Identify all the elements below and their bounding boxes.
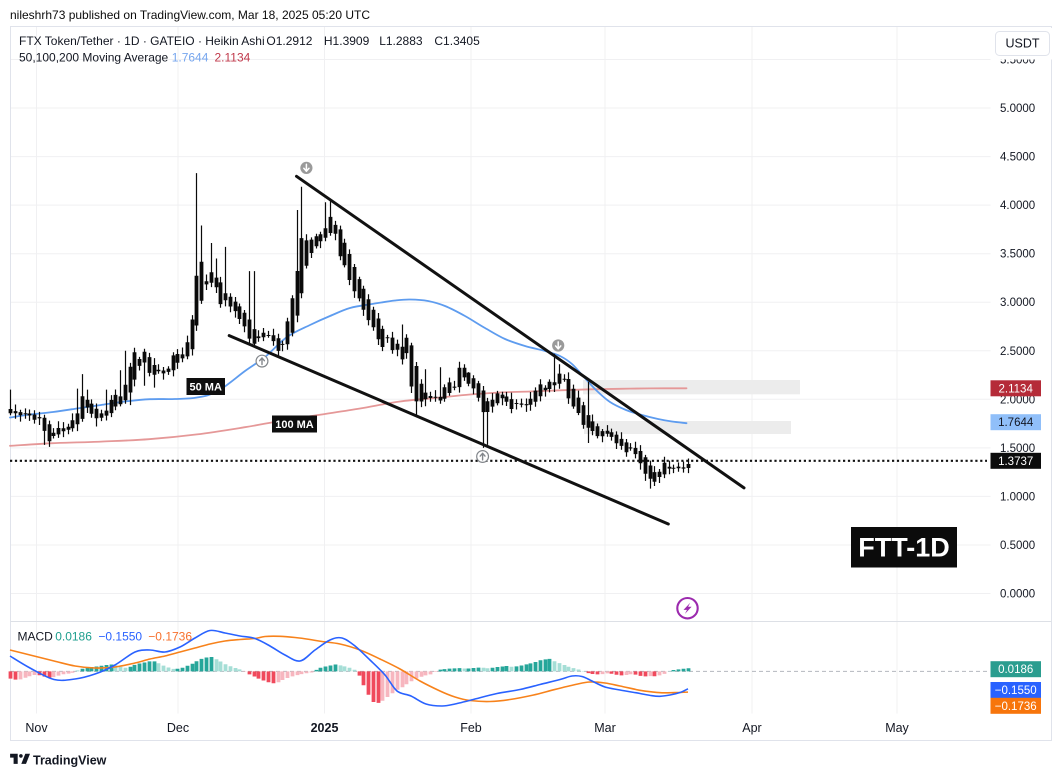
svg-text:3.0000: 3.0000 bbox=[1000, 297, 1035, 309]
svg-text:O1.2912: O1.2912 bbox=[266, 34, 312, 48]
svg-text:C1.3405: C1.3405 bbox=[434, 34, 480, 48]
svg-text:1.3737: 1.3737 bbox=[998, 456, 1033, 468]
svg-text:−0.1550: −0.1550 bbox=[98, 630, 142, 644]
svg-text:2.0000: 2.0000 bbox=[1000, 394, 1035, 406]
svg-text:50,100,200 Moving Average: 50,100,200 Moving Average bbox=[19, 51, 169, 65]
svg-text:2025: 2025 bbox=[311, 721, 339, 735]
svg-text:1.7644: 1.7644 bbox=[998, 417, 1034, 429]
svg-text:L1.2883: L1.2883 bbox=[379, 34, 423, 48]
svg-text:0.0000: 0.0000 bbox=[1000, 589, 1035, 601]
svg-text:5.0000: 5.0000 bbox=[1000, 103, 1035, 115]
svg-text:−0.1550: −0.1550 bbox=[995, 685, 1037, 697]
svg-text:H1.3909: H1.3909 bbox=[324, 34, 370, 48]
svg-text:FTX Token/Tether · 1D · GATEIO: FTX Token/Tether · 1D · GATEIO · Heikin … bbox=[19, 34, 265, 48]
svg-text:0.0186: 0.0186 bbox=[998, 664, 1033, 676]
svg-text:2.5000: 2.5000 bbox=[1000, 346, 1035, 358]
svg-text:100 MA: 100 MA bbox=[275, 419, 314, 431]
svg-text:USDT: USDT bbox=[1005, 37, 1039, 51]
svg-text:Apr: Apr bbox=[742, 721, 761, 735]
svg-text:−0.1736: −0.1736 bbox=[995, 701, 1037, 713]
svg-text:1.5000: 1.5000 bbox=[1000, 443, 1035, 455]
svg-text:Mar: Mar bbox=[594, 721, 616, 735]
svg-text:2.1134: 2.1134 bbox=[999, 383, 1034, 395]
svg-text:FTT-1D: FTT-1D bbox=[858, 533, 950, 563]
svg-text:0.5000: 0.5000 bbox=[1000, 540, 1035, 552]
svg-text:MACD: MACD bbox=[18, 630, 54, 644]
svg-text:0.0186: 0.0186 bbox=[55, 630, 92, 644]
svg-text:1.7644: 1.7644 bbox=[172, 51, 209, 65]
svg-text:4.0000: 4.0000 bbox=[1000, 200, 1035, 212]
svg-text:Nov: Nov bbox=[25, 721, 48, 735]
svg-text:nileshrh73 published on Tradin: nileshrh73 published on TradingView.com,… bbox=[10, 8, 370, 22]
svg-text:3.5000: 3.5000 bbox=[1000, 249, 1035, 261]
svg-text:4.5000: 4.5000 bbox=[1000, 152, 1035, 164]
svg-text:2.1134: 2.1134 bbox=[215, 51, 251, 65]
svg-text:May: May bbox=[885, 721, 909, 735]
svg-text:TradingView: TradingView bbox=[33, 754, 107, 768]
svg-text:50 MA: 50 MA bbox=[189, 382, 221, 394]
svg-text:−0.1736: −0.1736 bbox=[148, 630, 192, 644]
svg-text:Feb: Feb bbox=[460, 721, 482, 735]
svg-text:Dec: Dec bbox=[167, 721, 189, 735]
svg-text:1.0000: 1.0000 bbox=[1000, 491, 1035, 503]
